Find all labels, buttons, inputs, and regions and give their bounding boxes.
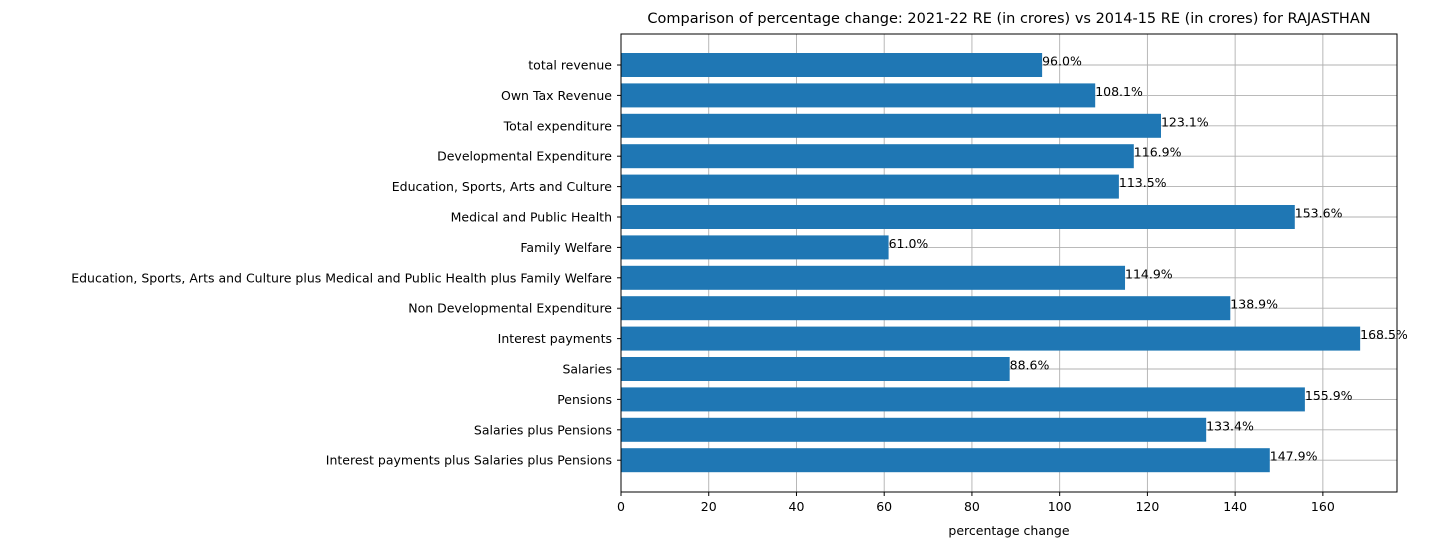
y-tick-label: Salaries [562,362,612,377]
bar-value-label: 61.0% [889,236,929,251]
y-axis-ticks: total revenue Own Tax Revenue Total expend… [71,58,621,468]
bar [621,113,1161,138]
bar [621,265,1126,290]
x-axis-ticks: 0 20 40 60 80 100 120 140 160 [617,492,1335,514]
bar [621,83,1096,108]
y-tick-label: Total expenditure [503,118,613,133]
bar-value-label: 168.5% [1360,327,1408,342]
bar-value-label: 147.9% [1270,449,1318,464]
x-tick-label: 40 [789,499,805,514]
y-tick-label: total revenue [528,58,612,73]
x-tick-label: 100 [1048,499,1072,514]
bar [621,174,1119,199]
bar-value-label: 133.4% [1206,418,1254,433]
y-tick-label: Medical and Public Health [451,210,612,225]
y-tick-label: Education, Sports, Arts and Culture plus… [71,270,612,285]
bar-value-label: 108.1% [1095,84,1143,99]
bar [621,235,889,260]
bar-value-label: 155.9% [1305,388,1353,403]
plot-frame [620,33,1398,493]
bar-value-label: 116.9% [1134,145,1182,160]
y-tick-label: Family Welfare [520,240,612,255]
y-tick-label: Salaries plus Pensions [474,422,612,437]
bar [621,387,1305,412]
bar [621,357,1010,381]
data-labels: 96.0% 108.1% 123.1% 116.9% 113.5% 153.6% 61.0%… [889,54,1408,464]
bar-value-label: 153.6% [1295,206,1343,221]
bar-value-label: 113.5% [1119,175,1167,190]
x-tick-label: 160 [1311,499,1335,514]
y-tick-label: Own Tax Revenue [501,88,612,103]
y-tick-label: Non Developmental Expenditure [408,301,612,316]
bar-value-label: 88.6% [1010,358,1050,373]
y-tick-label: Developmental Expenditure [437,149,612,164]
chart-title: Comparison of percentage change: 2021-22… [647,11,1370,27]
x-tick-label: 60 [876,499,892,514]
y-tick-label: Interest payments plus Salaries plus Pen… [326,453,612,468]
bar-value-label: 123.1% [1161,114,1209,129]
bar [621,417,1207,442]
x-axis-label: percentage change [948,523,1069,538]
y-tick-label: Interest payments [498,331,612,346]
bar [621,296,1231,321]
bar [621,53,1043,77]
bar [621,326,1361,351]
bar-value-label: 138.9% [1230,297,1278,312]
x-tick-label: 0 [617,499,625,514]
x-tick-label: 140 [1223,499,1247,514]
bar [621,448,1270,473]
bars [621,53,1361,473]
y-tick-label: Education, Sports, Arts and Culture [392,179,613,194]
y-tick-label: Pensions [557,392,612,407]
x-tick-label: 20 [701,499,717,514]
x-tick-label: 80 [964,499,980,514]
bar-value-label: 96.0% [1042,54,1082,69]
bar [621,144,1134,169]
x-tick-label: 120 [1135,499,1159,514]
bar [621,205,1295,229]
bar-value-label: 114.9% [1125,266,1173,281]
